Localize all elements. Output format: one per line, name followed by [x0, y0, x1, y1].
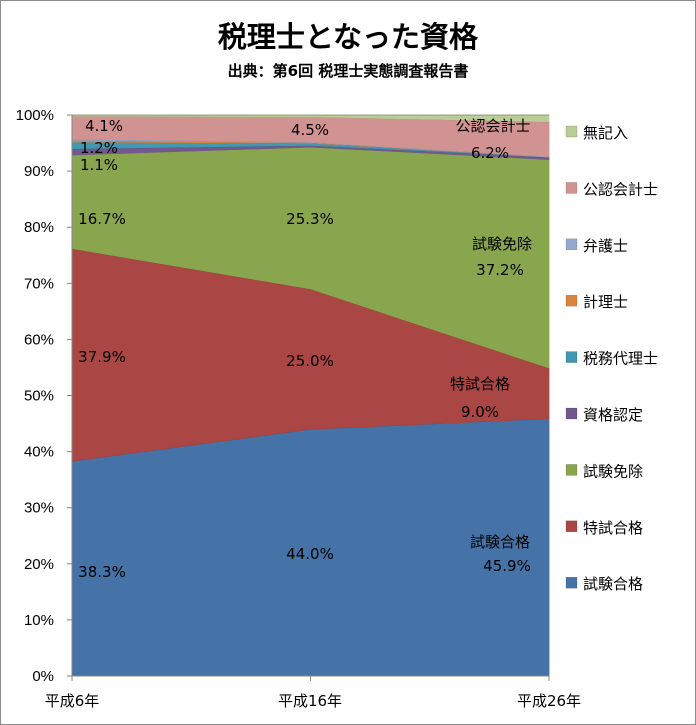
legend-label: 試験合格 [583, 575, 643, 593]
x-tick-label: 平成6年 [45, 692, 100, 710]
y-tick-label: 90% [24, 163, 54, 180]
data-label: 37.9% [78, 348, 126, 366]
legend-swatch [565, 125, 578, 138]
y-tick-label: 20% [24, 556, 54, 573]
y-tick-label: 40% [24, 444, 54, 461]
legend-label: 公認会計士 [583, 180, 658, 198]
data-label: 特試合格 [450, 375, 510, 393]
y-tick-label: 50% [24, 388, 54, 405]
chart-title: 税理士となった資格 [217, 20, 479, 54]
legend-label: 計理士 [583, 293, 628, 311]
data-label: 25.3% [286, 210, 334, 228]
data-label: 45.9% [483, 557, 531, 575]
y-tick-label: 0% [32, 668, 54, 685]
legend-label: 弁護士 [583, 237, 628, 255]
data-label: 38.3% [78, 563, 126, 581]
data-label: 試験合格 [470, 533, 530, 551]
chart-subtitle: 出典：第6回 税理士実態調査報告書 [227, 62, 469, 80]
legend-swatch [565, 294, 578, 307]
data-label: 9.0% [461, 403, 499, 421]
legend-swatch [565, 520, 578, 533]
x-tick-label: 平成26年 [517, 692, 581, 710]
legend-swatch [565, 464, 578, 476]
y-tick-label: 60% [24, 331, 54, 348]
x-tick-label: 平成16年 [278, 692, 342, 710]
y-tick-label: 70% [24, 275, 54, 292]
legend-label: 税務代理士 [583, 350, 658, 368]
y-tick-label: 30% [24, 500, 54, 517]
legend-label: 無記入 [583, 124, 628, 142]
data-label: 37.2% [476, 261, 524, 279]
y-tick-label: 80% [24, 219, 54, 236]
legend-label: 試験免除 [583, 462, 643, 480]
legend-label: 資格認定 [583, 406, 643, 424]
data-label: 公認会計士 [455, 117, 530, 135]
data-label: 1.2% [80, 139, 118, 157]
data-label: 44.0% [286, 545, 334, 563]
y-tick-label: 10% [24, 612, 54, 629]
data-label: 4.1% [85, 117, 123, 135]
legend-swatch [565, 351, 578, 363]
data-label: 6.2% [471, 144, 509, 162]
data-label: 16.7% [78, 210, 126, 228]
legend-swatch [565, 576, 578, 589]
legend-swatch [565, 182, 578, 194]
data-label: 25.0% [286, 352, 334, 370]
y-tick-label: 100% [16, 107, 54, 124]
data-label: 1.1% [80, 156, 118, 174]
data-label: 4.5% [291, 121, 329, 139]
legend-label: 特試合格 [583, 519, 643, 537]
legend-swatch [565, 407, 578, 420]
legend-swatch [565, 238, 578, 251]
data-label: 試験免除 [472, 235, 532, 253]
